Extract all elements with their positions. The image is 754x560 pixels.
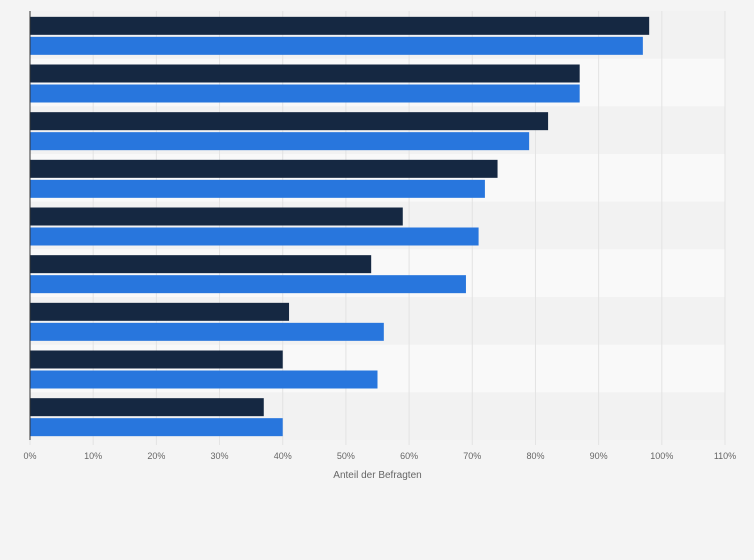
bar-series-2-row-1 [30, 36, 643, 55]
bar-series-2-row-8 [30, 370, 378, 389]
x-tick-label: 30% [211, 451, 229, 461]
x-tick-label: 40% [274, 451, 292, 461]
bar-series-1-row-7 [30, 302, 290, 321]
x-axis-ticks: 0% 10% 20% 30% 40% 50% 60% 70% 80% 90% 100% 110% [23, 440, 736, 461]
bar-series-1-row-5 [30, 207, 403, 226]
bar-series-1-row-6 [30, 255, 372, 274]
x-axis-title: Anteil der Befragten [333, 470, 421, 481]
x-tick-label: 20% [147, 451, 165, 461]
x-tick-label: 0% [23, 451, 36, 461]
x-tick-label: 110% [714, 451, 736, 461]
bar-series-2-row-6 [30, 275, 466, 294]
bar-series-1-row-1 [30, 16, 650, 35]
bar-series-1-row-4 [30, 159, 498, 178]
bar-series-2-row-5 [30, 227, 479, 246]
x-tick-label: 70% [463, 451, 481, 461]
bar-series-1-row-9 [30, 398, 264, 417]
bar-series-1-row-3 [30, 112, 549, 131]
bar-series-2-row-7 [30, 322, 384, 341]
bar-series-2-row-3 [30, 132, 530, 151]
x-tick-label: 10% [84, 451, 102, 461]
x-tick-label: 100% [650, 451, 673, 461]
x-tick-label: 90% [590, 451, 608, 461]
bar-series-1-row-2 [30, 64, 580, 83]
x-tick-label: 50% [337, 451, 355, 461]
bar-series-1-row-8 [30, 350, 283, 369]
bar-series [30, 16, 650, 437]
bar-series-2-row-4 [30, 179, 485, 198]
x-tick-label: 60% [400, 451, 418, 461]
x-tick-label: 80% [526, 451, 544, 461]
bar-series-2-row-9 [30, 418, 283, 437]
bar-series-2-row-2 [30, 84, 580, 103]
